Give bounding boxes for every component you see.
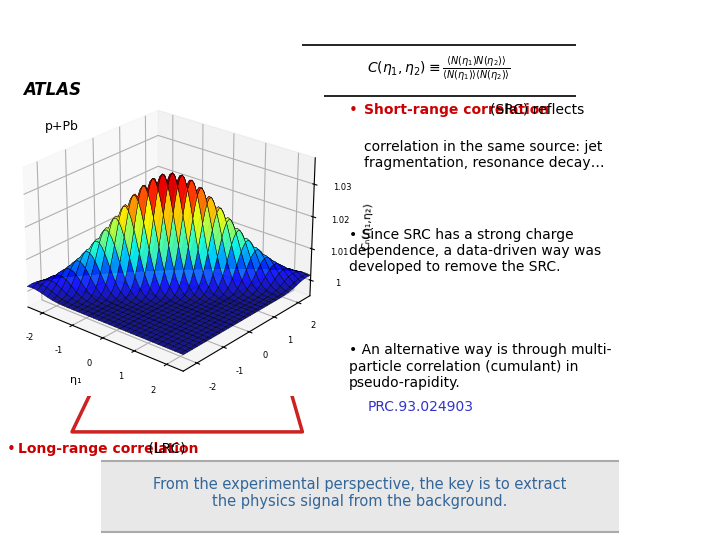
Text: • An alternative way is through multi-
particle correlation (cumulant) in
pseudo: • An alternative way is through multi- p… bbox=[349, 343, 612, 390]
Text: Physics signal and background: Physics signal and background bbox=[117, 10, 603, 39]
Text: correlation in the same source: jet
fragmentation, resonance decay…: correlation in the same source: jet frag… bbox=[364, 139, 604, 170]
Text: (SRC) reflects: (SRC) reflects bbox=[490, 103, 584, 117]
Text: Short-range correlation: Short-range correlation bbox=[364, 103, 549, 117]
Text: •: • bbox=[349, 103, 363, 118]
FancyBboxPatch shape bbox=[96, 461, 624, 532]
Text: From the experimental perspective, the key is to extract
the physics signal from: From the experimental perspective, the k… bbox=[153, 477, 567, 509]
Text: ATLAS: ATLAS bbox=[23, 81, 81, 99]
Text: •: • bbox=[7, 442, 21, 457]
FancyBboxPatch shape bbox=[300, 45, 579, 96]
Text: (LRC): (LRC) bbox=[144, 442, 186, 456]
Text: • Since SRC has a strong charge
dependence, a data-driven way was
developed to r: • Since SRC has a strong charge dependen… bbox=[349, 228, 601, 274]
Text: $C(\eta_1,\eta_2) \equiv \frac{\langle N(\eta_1)N(\eta_2)\rangle}{\langle N(\eta: $C(\eta_1,\eta_2) \equiv \frac{\langle N… bbox=[367, 55, 511, 83]
Text: Long-range correlation: Long-range correlation bbox=[18, 442, 199, 456]
X-axis label: η₁: η₁ bbox=[71, 375, 82, 385]
Text: • 2-particle pseudo-rapidity correlation:: • 2-particle pseudo-rapidity correlation… bbox=[7, 98, 284, 112]
Text: PRC.93.024903: PRC.93.024903 bbox=[367, 400, 473, 414]
Text: p+Pb: p+Pb bbox=[45, 120, 79, 133]
